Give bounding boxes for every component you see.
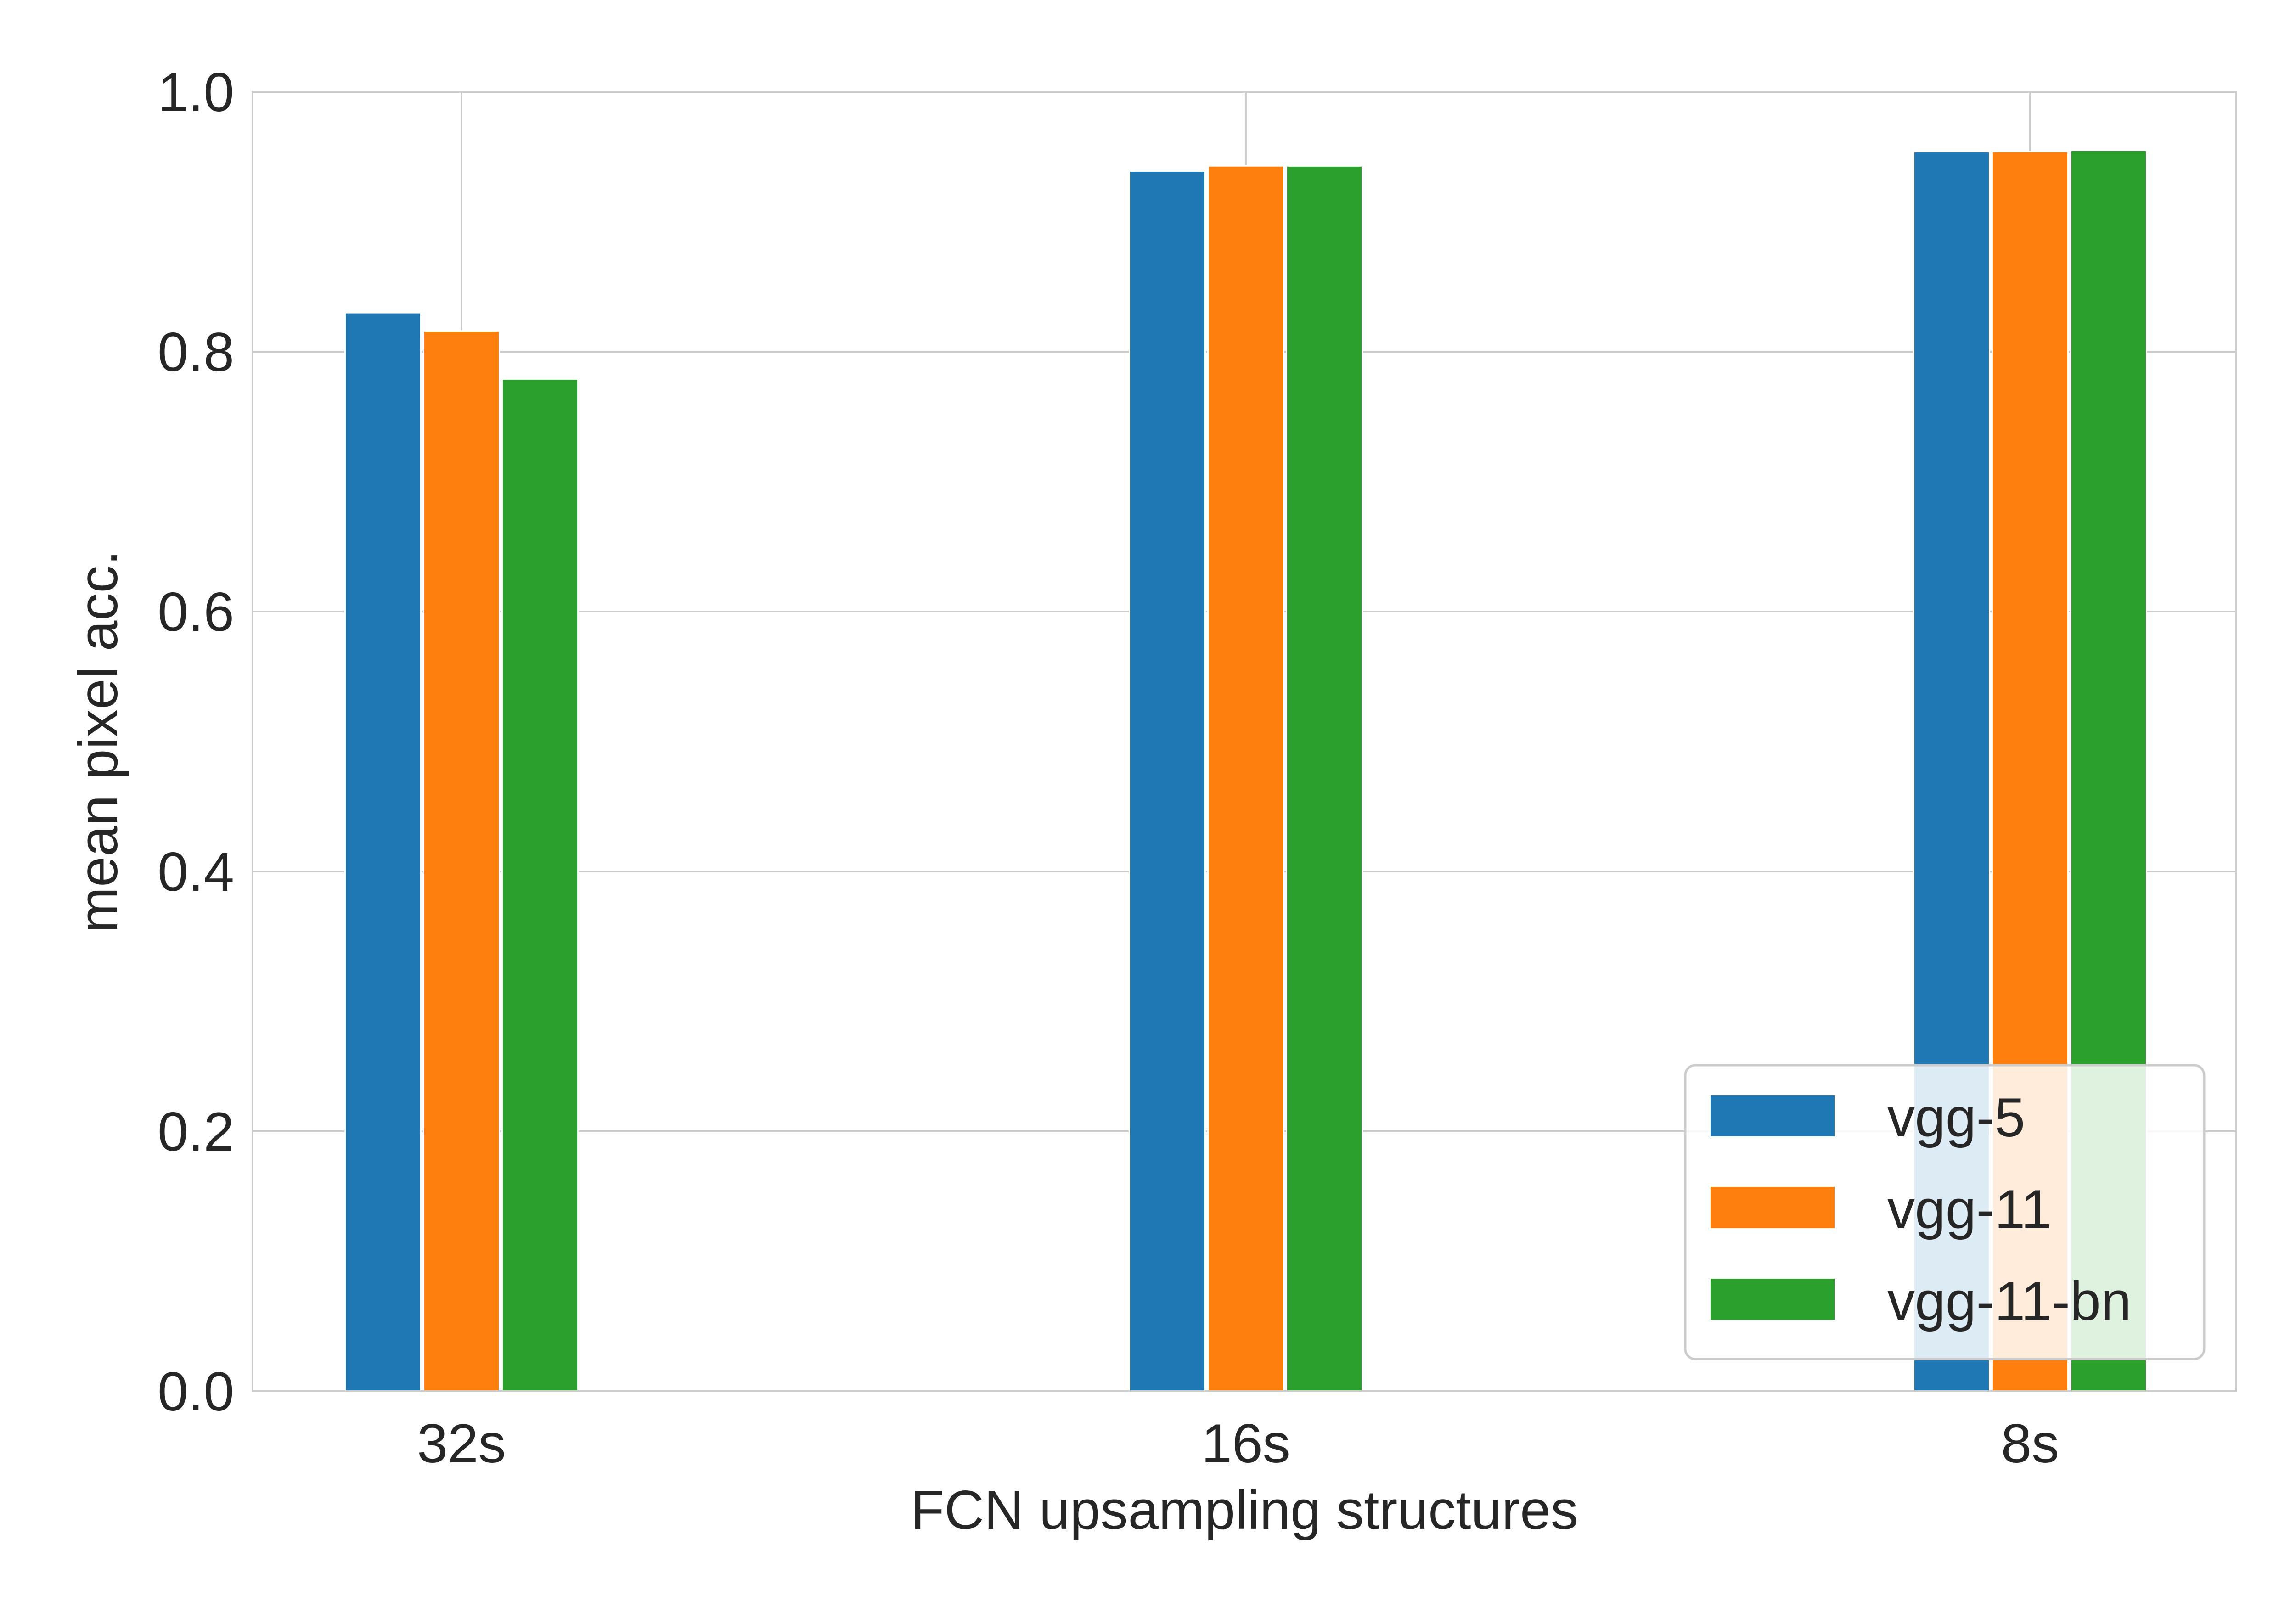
y-tick-label: 0.4	[158, 841, 234, 903]
legend-swatch	[1711, 1279, 1835, 1320]
x-tick-label: 8s	[2001, 1413, 2060, 1474]
bar-vgg-11-16s	[1207, 165, 1284, 1392]
bar-vgg-5-16s	[1129, 170, 1206, 1392]
legend-label: vgg-11	[1887, 1179, 2052, 1240]
legend-swatch	[1711, 1187, 1835, 1228]
y-tick-label: 0.2	[158, 1101, 234, 1163]
legend-swatch	[1711, 1095, 1835, 1136]
y-tick-label: 1.0	[158, 62, 234, 123]
legend-label: vgg-5	[1887, 1087, 2025, 1148]
y-axis-label: mean pixel acc.	[68, 550, 129, 933]
legend: vgg-5 vgg-11 vgg-11-bn	[1684, 1064, 2206, 1360]
x-tick-labels: 32s 16s 8s	[417, 1413, 2059, 1474]
bar-vgg-5-32s	[344, 312, 422, 1392]
x-tick-label: 32s	[417, 1413, 506, 1474]
legend-label: vgg-11-bn	[1887, 1270, 2131, 1332]
x-axis-label: FCN upsampling structures	[911, 1479, 1578, 1541]
y-tick-labels: 0.0 0.2 0.4 0.6 0.8 1.0	[158, 62, 234, 1422]
y-tick-label: 0.8	[158, 321, 234, 383]
y-tick-label: 0.0	[158, 1361, 234, 1422]
plot-frame	[252, 91, 2237, 1392]
y-tick-label: 0.6	[158, 581, 234, 643]
x-tick-label: 16s	[1201, 1413, 1290, 1474]
bar-vgg-11-bn-16s	[1286, 165, 1363, 1392]
bar-vgg-11-bn-32s	[501, 378, 579, 1392]
bar-vgg-11-32s	[423, 330, 500, 1392]
